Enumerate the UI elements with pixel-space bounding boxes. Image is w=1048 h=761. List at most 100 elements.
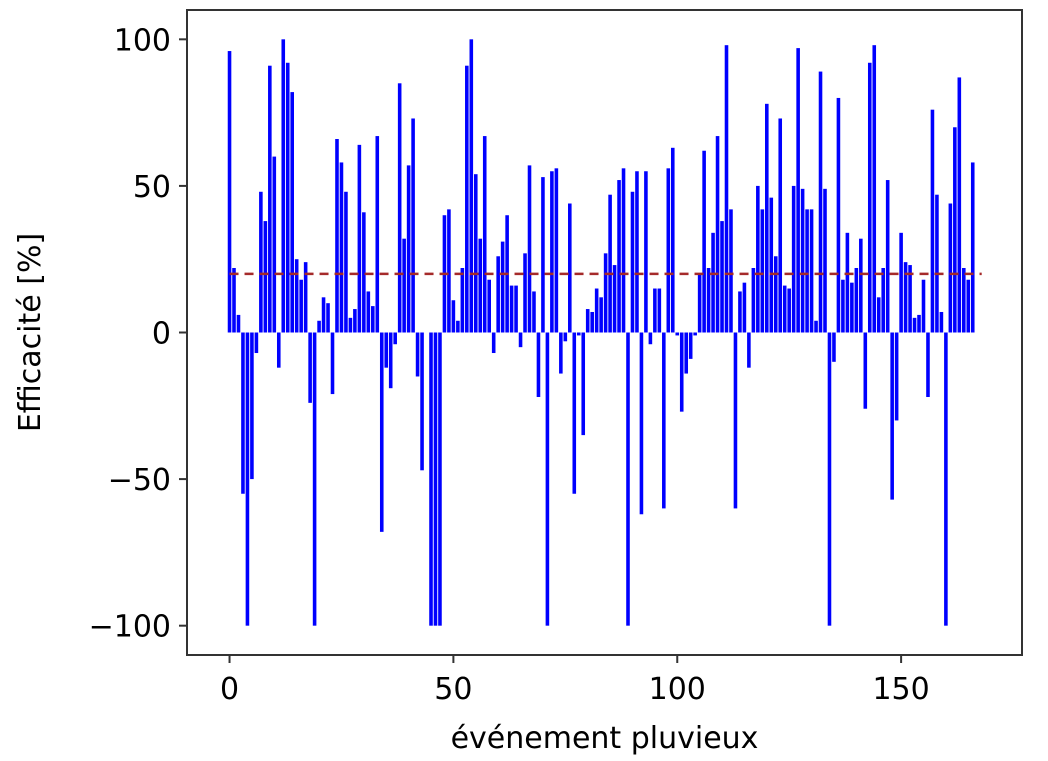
bar bbox=[312, 332, 317, 626]
bar bbox=[366, 291, 371, 333]
bar bbox=[890, 332, 894, 500]
bar bbox=[747, 332, 751, 368]
x-axis-label: événement pluvieux bbox=[451, 721, 759, 756]
bar bbox=[930, 109, 935, 333]
bar bbox=[509, 285, 514, 333]
bar bbox=[268, 65, 272, 333]
bar bbox=[612, 265, 617, 333]
x-tick-label: 150 bbox=[872, 672, 929, 707]
bar bbox=[711, 232, 715, 333]
bar bbox=[617, 180, 621, 333]
bar bbox=[456, 320, 460, 333]
bar bbox=[281, 39, 286, 333]
bar bbox=[581, 332, 586, 436]
bar bbox=[465, 65, 469, 333]
bar bbox=[447, 209, 451, 333]
bar bbox=[738, 291, 742, 333]
bar bbox=[885, 180, 890, 333]
bar bbox=[800, 188, 805, 333]
bar bbox=[487, 279, 491, 333]
bar bbox=[894, 332, 899, 421]
bar bbox=[953, 127, 957, 333]
bar bbox=[957, 77, 962, 333]
x-tick-label: 50 bbox=[434, 672, 472, 707]
bar bbox=[415, 332, 420, 377]
x-tick-label: 100 bbox=[649, 672, 706, 707]
bar bbox=[782, 285, 787, 333]
x-tick-label: 0 bbox=[220, 672, 239, 707]
bar bbox=[688, 332, 693, 359]
bar bbox=[491, 332, 496, 354]
bar bbox=[585, 309, 590, 333]
bar bbox=[393, 332, 397, 345]
bar bbox=[841, 279, 845, 333]
bar bbox=[908, 265, 912, 333]
bar bbox=[948, 203, 953, 333]
bar bbox=[330, 332, 335, 395]
bar bbox=[353, 309, 357, 333]
bar bbox=[756, 185, 760, 333]
bar bbox=[514, 285, 518, 333]
bar bbox=[523, 253, 527, 333]
bar bbox=[765, 103, 769, 333]
bar bbox=[872, 45, 877, 333]
bar bbox=[272, 156, 277, 333]
x-axis-ticks: 0 50 100 150 bbox=[220, 655, 930, 707]
bar bbox=[451, 300, 456, 333]
bar bbox=[706, 268, 711, 333]
bar bbox=[608, 194, 612, 333]
bar bbox=[576, 332, 581, 336]
bar bbox=[603, 253, 608, 333]
bar bbox=[670, 147, 675, 333]
bar bbox=[344, 191, 348, 333]
y-tick-label: −100 bbox=[89, 610, 171, 645]
bar bbox=[859, 238, 863, 333]
bar bbox=[630, 191, 635, 333]
bar bbox=[814, 320, 818, 333]
bar bbox=[742, 282, 747, 333]
bar bbox=[572, 332, 577, 494]
bar bbox=[294, 259, 299, 333]
bar bbox=[245, 332, 250, 626]
bar bbox=[715, 136, 720, 333]
bar bbox=[460, 268, 465, 333]
bar bbox=[944, 332, 948, 626]
bar bbox=[778, 118, 783, 333]
bar bbox=[881, 268, 885, 333]
bar bbox=[917, 314, 921, 333]
bar bbox=[232, 268, 236, 333]
bar bbox=[482, 136, 487, 333]
bar bbox=[563, 332, 568, 342]
bar bbox=[250, 332, 254, 480]
bar bbox=[227, 51, 232, 333]
bar bbox=[832, 332, 836, 362]
bar bbox=[729, 209, 733, 333]
bar bbox=[357, 144, 362, 333]
bar bbox=[379, 332, 384, 532]
bar bbox=[532, 291, 536, 333]
bar bbox=[411, 118, 415, 333]
bars-group bbox=[227, 39, 975, 626]
bar bbox=[550, 171, 554, 333]
bar bbox=[827, 332, 832, 626]
bar bbox=[236, 314, 241, 333]
bar bbox=[805, 209, 809, 333]
y-tick-label: −50 bbox=[108, 463, 171, 498]
bar bbox=[921, 279, 926, 333]
bar bbox=[653, 288, 657, 333]
bar bbox=[675, 332, 680, 336]
bar bbox=[854, 268, 859, 333]
bar bbox=[478, 238, 483, 333]
y-tick-label: 0 bbox=[152, 317, 171, 352]
bar bbox=[375, 136, 380, 333]
bar bbox=[276, 332, 281, 368]
bar bbox=[903, 262, 908, 333]
bar bbox=[326, 303, 330, 333]
bar bbox=[724, 45, 729, 333]
bar bbox=[657, 288, 662, 333]
bar bbox=[469, 39, 474, 333]
bar bbox=[970, 162, 975, 333]
y-tick-label: 100 bbox=[114, 23, 171, 58]
bar bbox=[348, 317, 353, 333]
